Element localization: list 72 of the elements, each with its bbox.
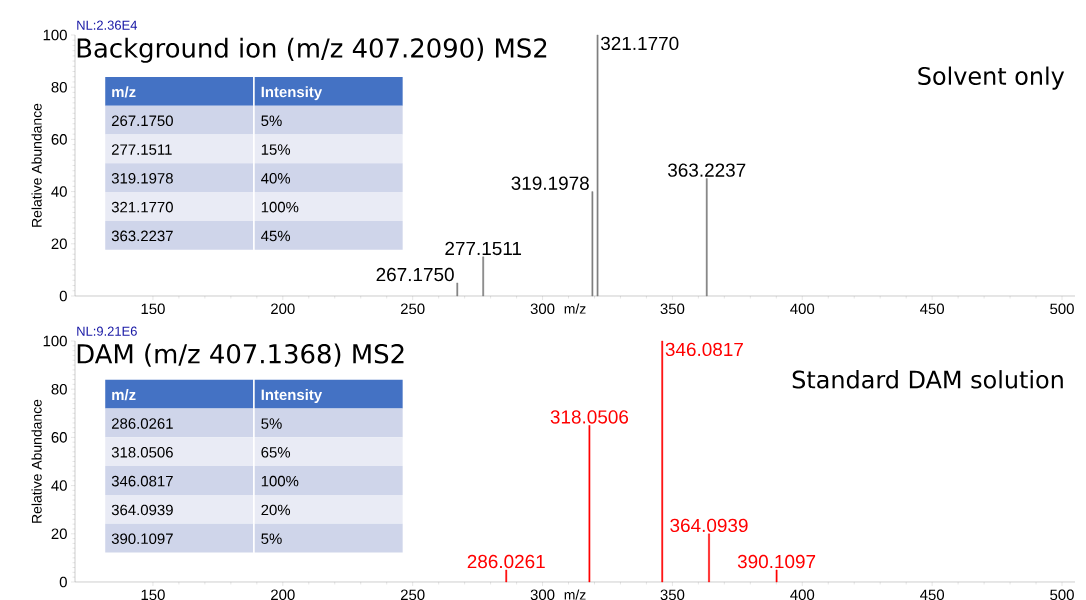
y-tick-label: 100: [43, 335, 67, 347]
annotation: 363.2237: [668, 163, 746, 177]
annotation: 40%: [261, 173, 291, 184]
y-tick-label: 100: [43, 29, 67, 41]
x-tick-label: 350: [660, 303, 685, 315]
y-axis-title: Relative Abundance: [31, 103, 42, 227]
text: NL:9.21E6: [77, 326, 137, 336]
text: 363.2237: [111, 230, 173, 242]
annotation: Intensity: [261, 86, 323, 101]
x-tick-label: 500: [1050, 303, 1074, 315]
text: 286.0261: [111, 418, 173, 429]
y-tick-label: 60: [51, 432, 67, 443]
annotation: 5%: [261, 115, 282, 127]
text: 267.1750: [111, 115, 173, 127]
x-axis-title: m/z: [112, 86, 136, 98]
x-tick-label: 250: [400, 303, 425, 315]
y-tick-label: 0: [59, 576, 67, 588]
annotation: 319.1978: [511, 176, 589, 190]
chart-title: DAM (m/z 407.1368) MS2: [77, 343, 404, 367]
x-tick-label: 300: [530, 589, 555, 600]
y-tick-label: 80: [51, 81, 67, 93]
annotation: 5%: [261, 418, 282, 429]
y-tick-label: 80: [51, 383, 67, 395]
x-tick-label: 400: [790, 303, 815, 315]
text: 346.0817: [111, 475, 173, 487]
y-tick-label: 40: [51, 480, 67, 491]
text: NL:2.36E4: [77, 20, 138, 30]
text: m/z: [564, 303, 586, 314]
x-tick-label: 200: [271, 303, 295, 315]
x-tick-label: 500: [1050, 589, 1074, 600]
x-axis-title: m/z: [112, 389, 136, 401]
annotation: 15%: [261, 144, 291, 155]
text: 364.0939: [111, 504, 173, 516]
x-tick-label: 450: [920, 303, 945, 315]
x-tick-label: 250: [400, 589, 425, 600]
y-axis-title: Relative Abundance: [31, 399, 42, 523]
annotation: 267.1750: [376, 267, 454, 282]
y-tick-label: 20: [51, 238, 67, 250]
annotation: 277.1511: [445, 241, 522, 256]
text: 318.0506: [111, 447, 173, 458]
annotation: 100%: [261, 201, 299, 213]
annotation: 45%: [261, 230, 291, 242]
text: 319.1978: [111, 173, 173, 184]
x-tick-label: 450: [920, 589, 945, 600]
y-tick-label: 0: [59, 290, 67, 302]
annotation: 321.1770: [600, 36, 679, 51]
annotation: 390.1097: [737, 554, 816, 569]
x-tick-label: 200: [271, 589, 295, 600]
text: 277.1511: [111, 144, 172, 155]
annotation: 346.0817: [665, 342, 743, 357]
y-tick-label: 20: [51, 528, 67, 540]
y-tick-label: 40: [51, 186, 67, 197]
annotation: 20%: [261, 504, 291, 516]
annotation: 286.0261: [467, 554, 545, 569]
x-tick-label: 400: [790, 589, 815, 600]
annotation: 318.0506: [550, 410, 629, 424]
annotation: Intensity: [261, 389, 323, 403]
annotation: 65%: [261, 447, 291, 458]
x-tick-label: 300: [530, 303, 555, 315]
text: m/z: [564, 589, 586, 600]
x-tick-label: 150: [141, 303, 165, 315]
annotation: 5%: [261, 533, 282, 544]
annotation: Standard DAM solution: [792, 370, 1063, 389]
text: 390.1097: [111, 533, 173, 544]
annotation: Solvent only: [918, 66, 1065, 90]
annotation: 100%: [261, 475, 299, 487]
y-tick-label: 60: [51, 134, 67, 145]
chart-title: Background ion (m/z 407.2090) MS2: [77, 37, 547, 63]
text: 321.1770: [111, 201, 173, 213]
x-tick-label: 150: [141, 589, 165, 600]
x-tick-label: 350: [660, 589, 685, 600]
annotation: 364.0939: [670, 518, 748, 533]
